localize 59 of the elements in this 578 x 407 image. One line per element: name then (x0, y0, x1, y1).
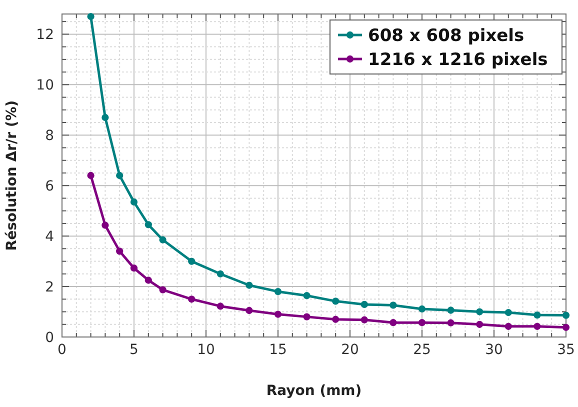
y-tick-label: 4 (45, 228, 54, 245)
point (216, 270, 224, 278)
y-tick-label: 12 (36, 27, 54, 44)
x-tick-label: 20 (341, 342, 359, 358)
point (303, 313, 310, 320)
point (274, 288, 282, 296)
x-tick-label: 5 (130, 342, 138, 358)
y-tick-label: 10 (36, 78, 54, 94)
legend-label: 608 x 608 pixels (368, 26, 524, 46)
point (102, 114, 109, 122)
point (534, 322, 541, 330)
point (360, 316, 368, 324)
point (418, 319, 426, 326)
point (390, 302, 397, 309)
point (534, 311, 541, 319)
point (159, 286, 166, 294)
y-tick-label: 6 (45, 178, 54, 194)
point (332, 316, 340, 323)
x-axis-title: Rayon (mm) (266, 383, 362, 399)
point (504, 322, 512, 330)
point (390, 319, 397, 326)
x-tick-label: 0 (58, 342, 66, 358)
point (303, 292, 310, 300)
point (144, 276, 152, 284)
y-tick-label: 8 (45, 128, 54, 144)
point (87, 172, 94, 180)
y-tick-label: 0 (45, 330, 54, 346)
x-tick-label: 10 (197, 342, 215, 358)
point (476, 308, 484, 316)
x-tick-label: 35 (557, 342, 575, 358)
point (216, 302, 224, 310)
point (188, 296, 196, 303)
point (332, 298, 340, 305)
point (504, 308, 512, 316)
x-tick-label: 30 (485, 342, 503, 358)
point (562, 312, 570, 319)
point (360, 300, 368, 308)
point (562, 324, 570, 331)
legend-label: 1216 x 1216 pixels (368, 50, 548, 70)
point (188, 258, 196, 265)
point (159, 236, 166, 244)
point (447, 319, 454, 326)
point (274, 310, 282, 318)
point (130, 264, 138, 272)
point (116, 248, 124, 255)
y-tick-label: 2 (45, 279, 54, 296)
point (102, 222, 109, 229)
point (116, 172, 124, 180)
y-axis-title: Résolution Δr/r (%) (4, 100, 20, 251)
x-tick-label: 15 (269, 342, 287, 358)
point (418, 305, 426, 313)
point (246, 282, 253, 289)
point (246, 306, 253, 314)
point (447, 306, 454, 314)
point (130, 198, 138, 206)
x-tick-label: 25 (413, 342, 431, 358)
point (476, 320, 484, 328)
point (87, 12, 94, 20)
point (144, 221, 152, 228)
